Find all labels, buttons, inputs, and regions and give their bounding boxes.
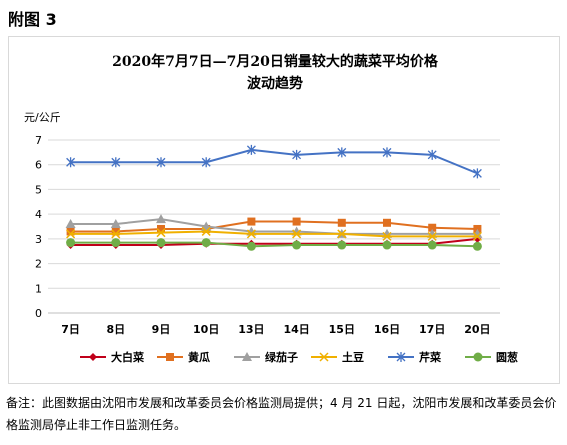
footnote: 备注：此图数据由沈阳市发展和改革委员会价格监测局提供；4 月 21 日起，沈阳市…	[6, 396, 557, 432]
series-asterisk	[66, 144, 482, 179]
data-point	[382, 231, 392, 241]
data-point	[383, 218, 391, 227]
legend-label: 绿茄子	[265, 350, 298, 364]
data-point	[472, 241, 482, 251]
legend: 大白菜 黄瓜 绿茄子 土豆 芹菜 圆葱	[80, 350, 518, 364]
chart-title: 2020年7月7日—7月20日销量较大的蔬菜平均价格	[112, 54, 438, 70]
data-point	[242, 352, 252, 361]
legend-label: 大白菜	[111, 350, 145, 364]
chart-subtitle: 波动趋势	[247, 76, 303, 92]
y-tick-label: 7	[35, 134, 42, 147]
data-point	[111, 229, 121, 239]
y-tick-label: 4	[35, 208, 42, 221]
y-tick-label: 0	[35, 307, 42, 320]
y-tick-label: 1	[35, 282, 42, 295]
data-point	[382, 147, 392, 158]
y-tick-label: 6	[35, 159, 42, 172]
data-point	[292, 217, 301, 226]
data-point	[66, 157, 76, 168]
y-tick-label: 3	[35, 233, 42, 246]
data-point	[111, 227, 120, 236]
legend-item: 绿茄子	[234, 350, 298, 364]
data-point	[66, 238, 76, 248]
series-line	[70, 230, 478, 238]
data-point	[319, 352, 329, 362]
y-axis-unit-label: 元/公斤	[24, 111, 61, 124]
x-tick-label: 9日	[152, 323, 171, 336]
data-point	[292, 240, 302, 250]
data-point	[292, 149, 302, 160]
series-group	[65, 144, 483, 251]
data-point	[201, 226, 211, 236]
data-point	[382, 240, 392, 250]
data-point	[247, 217, 256, 226]
figure-label: 附图 3	[8, 10, 57, 29]
data-point	[111, 157, 121, 168]
series-line	[70, 148, 478, 175]
legend-item: 黄瓜	[157, 350, 210, 364]
data-point	[337, 229, 347, 239]
data-point	[156, 238, 166, 248]
data-point	[472, 168, 482, 179]
legend-label: 芹菜	[419, 350, 442, 364]
data-point	[396, 352, 406, 362]
data-point	[201, 157, 211, 168]
x-tick-label: 14日	[283, 323, 309, 336]
data-point	[110, 219, 121, 229]
data-point	[427, 240, 437, 250]
data-point	[427, 149, 437, 160]
data-point	[246, 144, 256, 155]
data-point	[428, 223, 437, 232]
data-point	[246, 229, 256, 239]
gridlines	[48, 139, 500, 314]
data-point	[337, 147, 347, 158]
series-line	[70, 218, 478, 235]
legend-label: 土豆	[342, 350, 364, 364]
legend-item: 圆葱	[465, 350, 518, 364]
data-point	[156, 228, 166, 238]
legend-item: 大白菜	[80, 350, 145, 364]
data-point	[292, 229, 302, 239]
legend-label: 黄瓜	[188, 350, 210, 364]
axes: 元/公斤 0 1 2 3 4 5 6 7 7日 8日 9日 10日 13日 14日 15日 16日 17日 20日	[24, 111, 491, 336]
data-point	[66, 227, 75, 236]
series-line	[70, 220, 478, 233]
data-point	[156, 157, 166, 168]
data-point	[246, 241, 256, 251]
series-x	[66, 226, 482, 241]
x-tick-label: 10日	[193, 323, 219, 336]
data-point	[166, 353, 174, 361]
x-tick-label: 7日	[61, 323, 80, 336]
legend-item: 芹菜	[388, 350, 442, 364]
data-point	[156, 214, 166, 224]
data-point	[66, 229, 76, 239]
data-point	[201, 238, 211, 248]
legend-item: 土豆	[311, 350, 364, 364]
data-point	[65, 219, 76, 229]
data-point	[111, 238, 121, 248]
data-point	[427, 231, 437, 241]
x-tick-label: 16日	[374, 323, 400, 336]
x-tick-label: 15日	[329, 323, 355, 336]
data-point	[157, 224, 165, 233]
y-tick-label: 5	[35, 183, 42, 196]
series-line	[70, 237, 478, 247]
x-tick-label: 17日	[419, 323, 445, 336]
x-tick-label: 13日	[238, 323, 264, 336]
data-point	[472, 231, 482, 241]
series-line	[70, 241, 478, 248]
data-point	[89, 353, 97, 361]
y-tick-label: 2	[35, 258, 42, 271]
series-circle	[66, 238, 482, 251]
chart-frame	[8, 36, 560, 384]
data-point	[337, 240, 347, 250]
data-point	[337, 218, 346, 227]
data-point	[473, 352, 483, 362]
legend-label: 圆葱	[496, 350, 518, 364]
x-tick-label: 8日	[106, 323, 125, 336]
x-tick-label: 20日	[464, 323, 490, 336]
